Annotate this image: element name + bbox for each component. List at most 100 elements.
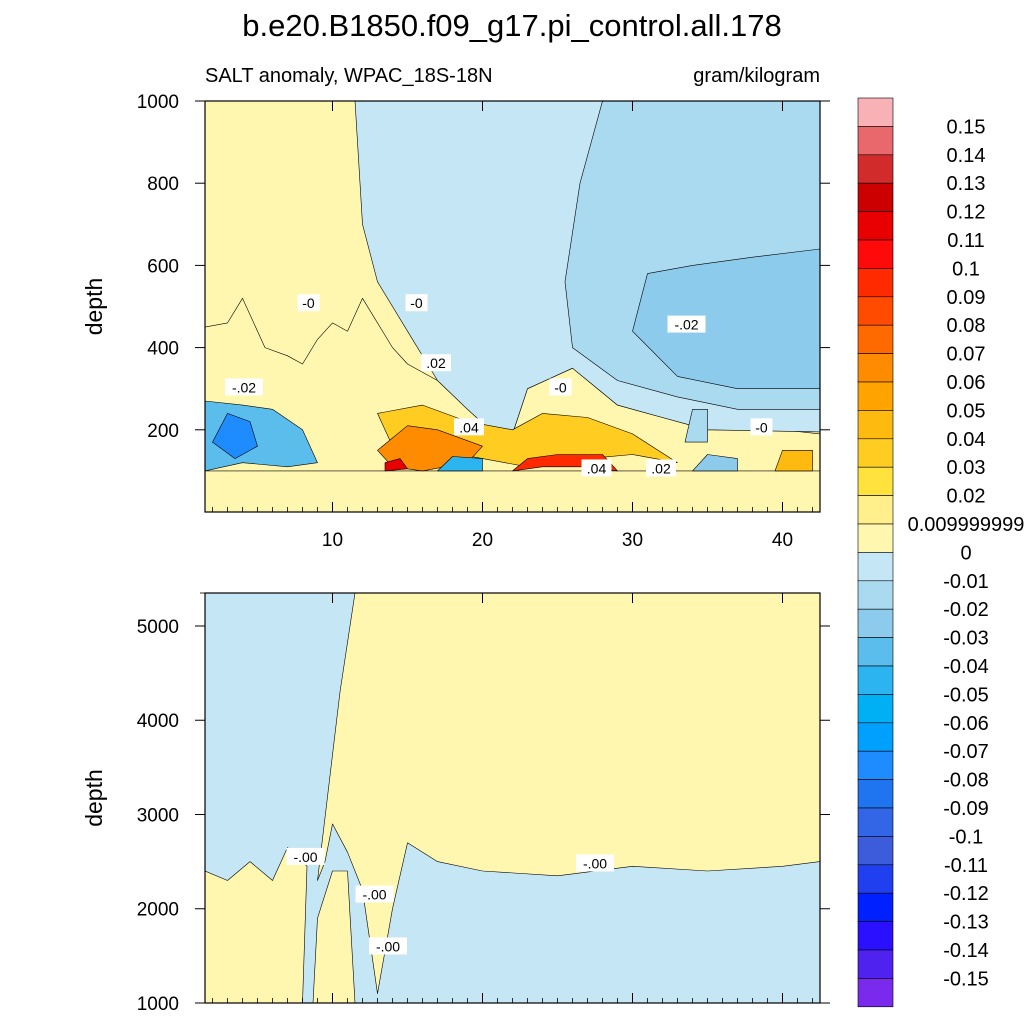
colorbar-swatch [857, 324, 894, 354]
figure-subtitle-left: SALT anomaly, WPAC_18S-18N [205, 65, 493, 87]
y-tick-label: 5000 [137, 617, 179, 638]
colorbar-label: 0.03 [947, 457, 986, 479]
contour-region [317, 593, 820, 994]
colorbar-label: -0.02 [943, 599, 989, 621]
figure-title: b.e20.B1850.f09_g17.pi_control.all.178 [242, 8, 782, 43]
colorbar-swatch [857, 154, 894, 184]
colorbar-label: -0.01 [943, 571, 989, 593]
colorbar-swatch [857, 864, 894, 894]
colorbar-swatch [857, 722, 894, 752]
contour-label: -.00 [355, 885, 394, 903]
colorbar-label: 0.05 [947, 400, 986, 422]
colorbar-swatch [857, 836, 894, 866]
contour-region [684, 408, 708, 443]
colorbar-swatch [857, 750, 894, 780]
colorbar-label: 0.14 [947, 145, 986, 167]
colorbar-label: -0.05 [943, 684, 989, 706]
contour-region [205, 847, 308, 1003]
contour-label-text: -.02 [232, 379, 256, 395]
colorbar-swatch [857, 239, 894, 269]
contour-label: .04 [454, 418, 484, 436]
colorbar-swatch [857, 126, 894, 156]
contour-label: -0 [297, 294, 320, 312]
contour-label: -.02 [667, 315, 706, 333]
contour-label-text: -.02 [674, 317, 698, 333]
colorbar-swatch [857, 637, 894, 667]
contour-label-text: -.00 [293, 849, 317, 865]
colorbar-swatch [857, 353, 894, 383]
colorbar-label: -0.04 [943, 656, 989, 678]
contour-label-text: .02 [426, 355, 446, 371]
colorbar-label: -0.09 [943, 798, 989, 820]
colorbar-swatch [857, 694, 894, 724]
colorbar-swatch [857, 580, 894, 610]
colorbar-swatch [857, 779, 894, 809]
colorbar-label: 0.009999999 [908, 514, 1024, 536]
contour-region [692, 454, 738, 472]
colorbar-label: -0.03 [943, 628, 989, 650]
colorbar-swatch [857, 523, 894, 553]
contour-label-text: -0 [554, 379, 567, 395]
contour-region [312, 870, 356, 1003]
y-tick-label: 1000 [137, 994, 179, 1015]
colorbar-swatch [857, 495, 894, 525]
contour-label: -0 [750, 418, 773, 436]
contour-label-text: -.00 [583, 856, 607, 872]
contour-region [632, 248, 820, 390]
contour-region [437, 456, 483, 472]
contour-label-text: -0 [410, 295, 423, 311]
colorbar-label: 0.11 [947, 230, 984, 252]
y-tick-label: 3000 [137, 805, 179, 826]
y-axis-label: depth [81, 278, 107, 336]
contour-label: -.00 [369, 937, 407, 955]
x-tick-label: 20 [472, 530, 493, 551]
colorbar-swatch [857, 807, 894, 837]
upper-panel: -.02 -0 -0 .02 .04 -0 .04 .02 -.02 -0 10 20 30 40 200 4… [81, 92, 830, 551]
y-axis-label: depth [81, 769, 107, 827]
colorbar-label: -0.15 [943, 968, 989, 990]
colorbar-label: 0.1 [952, 258, 980, 280]
contour-label: -.02 [225, 378, 263, 396]
contour-field: -.00 -.00 -.00 -.00 [205, 593, 820, 1003]
x-tick-label: 30 [622, 530, 643, 551]
colorbar-swatch [857, 552, 894, 582]
colorbar: 0.15 0.14 0.13 0.12 0.11 0.1 0.09 0.08 0.07 0.06 0… [857, 97, 1024, 1008]
colorbar-label: 0.04 [947, 429, 986, 451]
y-tick-label: 800 [147, 174, 179, 195]
colorbar-label: -0.07 [943, 741, 989, 763]
colorbar-swatch [857, 608, 894, 638]
colorbar-label: 0.15 [947, 116, 986, 138]
contour-label: .02 [646, 459, 676, 477]
contour-region [774, 449, 813, 472]
colorbar-swatch [857, 381, 894, 411]
contour-label-text: .02 [651, 460, 671, 476]
figure-subtitle-right: gram/kilogram [693, 65, 820, 87]
contour-label-text: -.00 [362, 887, 386, 903]
contour-label-text: -0 [755, 419, 768, 435]
y-tick-label: 400 [147, 339, 179, 360]
contour-label: .04 [581, 459, 612, 477]
colorbar-swatch [857, 892, 894, 922]
colorbar-swatch [857, 296, 894, 326]
colorbar-label: -0.14 [943, 940, 989, 962]
y-tick-label: 4000 [137, 711, 179, 732]
x-tick-label: 10 [322, 530, 343, 551]
colorbar-label: -0.11 [944, 855, 988, 877]
y-tick-label: 600 [147, 256, 179, 277]
colorbar-swatch [857, 438, 894, 468]
colorbar-swatch [857, 211, 894, 241]
colorbar-label: 0.09 [947, 287, 986, 309]
colorbar-swatch [857, 466, 894, 496]
contour-label-text: -0 [302, 295, 315, 311]
x-tick-label: 40 [772, 530, 793, 551]
colorbar-label: -0.08 [943, 770, 989, 792]
contour-label: -.00 [286, 847, 325, 865]
colorbar-swatch [857, 268, 894, 298]
colorbar-swatch [857, 949, 894, 979]
colorbar-swatch [857, 921, 894, 951]
y-tick-label: 2000 [137, 900, 179, 921]
contour-label: -0 [549, 378, 572, 396]
colorbar-label: 0.13 [947, 173, 986, 195]
contour-label: .02 [421, 354, 451, 372]
